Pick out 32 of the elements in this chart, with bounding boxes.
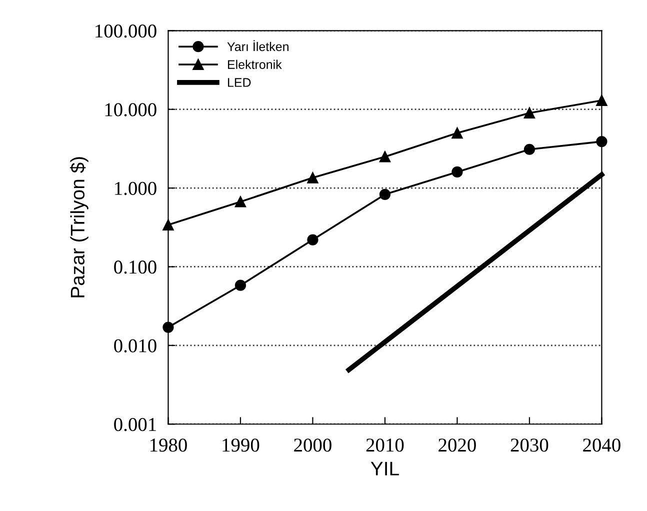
legend-label: LED (228, 78, 251, 87)
point (596, 136, 608, 148)
legend-label: Elektronik (228, 60, 282, 69)
point (234, 280, 246, 291)
point (162, 219, 174, 230)
point (524, 107, 536, 119)
point (234, 196, 246, 208)
y-tick-label: 1.000 (115, 182, 156, 196)
point (307, 172, 318, 184)
x-tick-label: 2030 (510, 438, 548, 452)
point (162, 322, 174, 333)
point (307, 234, 318, 246)
point (379, 188, 391, 200)
x-tick-label: 2010 (366, 438, 404, 452)
point (452, 166, 463, 178)
x-tick-label: 2040 (583, 438, 620, 452)
y-tick-label: 0.010 (114, 339, 156, 352)
point (596, 94, 608, 106)
y-tick-label: 0.100 (114, 260, 156, 274)
point (452, 127, 463, 139)
point (379, 151, 391, 162)
legend-label: Yarı İletken (227, 40, 288, 52)
x-tick-label: 1980 (150, 438, 187, 452)
y-tick-label: 0.001 (114, 418, 156, 432)
x-tick-label: 1990 (222, 438, 260, 452)
point (524, 144, 536, 155)
y-tick-label: 10.000 (105, 103, 156, 116)
x-axis-title: YIL (370, 462, 399, 476)
y-axis-title: Pazar (Trilyon $) (70, 157, 88, 298)
x-tick-label: 2000 (294, 438, 332, 452)
y-tick-label: 100.000 (96, 24, 156, 38)
x-tick-label: 2020 (438, 438, 476, 452)
